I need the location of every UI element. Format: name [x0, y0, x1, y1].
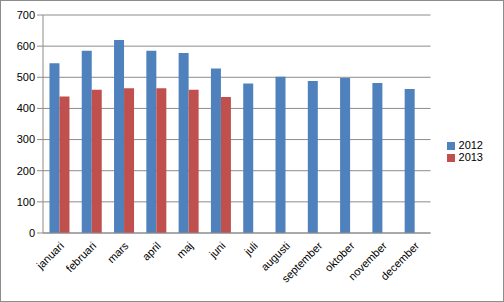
svg-text:oktober: oktober: [322, 239, 357, 274]
html-text:2012: 2012: [458, 139, 483, 151]
svg-text:november: november: [345, 239, 389, 283]
svg-text:500: 500: [17, 71, 35, 83]
svg-text:december: december: [378, 239, 421, 282]
svg-text:februari: februari: [64, 239, 99, 274]
html-text:2013: 2013: [458, 151, 483, 163]
svg-text:400: 400: [17, 102, 35, 114]
svg-text:300: 300: [17, 133, 35, 145]
svg-text:600: 600: [17, 40, 35, 52]
svg-text:juli: juli: [241, 239, 260, 258]
svg-text:maj: maj: [174, 239, 195, 260]
svg-text:0: 0: [29, 227, 35, 239]
svg-text:januari: januari: [34, 239, 67, 272]
svg-text:augusti: augusti: [258, 239, 293, 273]
svg-text:april: april: [140, 239, 163, 262]
svg-text:700: 700: [17, 9, 35, 21]
svg-text:juni: juni: [206, 239, 227, 260]
svg-text:mars: mars: [105, 239, 131, 265]
svg-text:200: 200: [17, 165, 35, 177]
svg-text:september: september: [279, 239, 324, 284]
svg-text:100: 100: [17, 196, 35, 208]
